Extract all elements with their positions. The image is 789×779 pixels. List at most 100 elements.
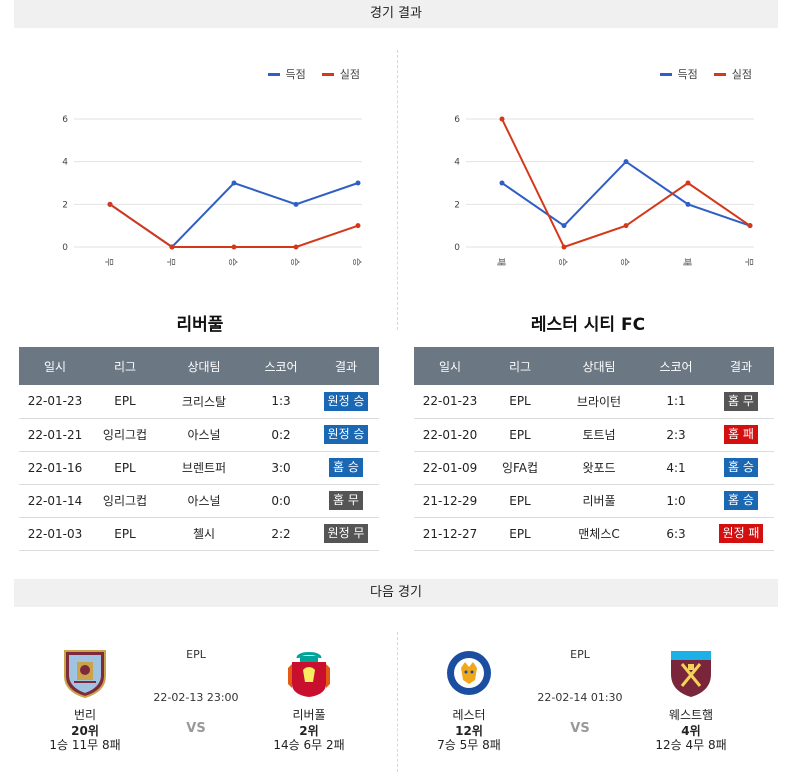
cell-score: 0:0 xyxy=(249,484,313,518)
right-line-chart: 0 2 4 6 패 승 승 패 무 xyxy=(454,115,754,266)
away-team-name: 웨스트햄 xyxy=(668,708,714,722)
legend-conceded: 실점 xyxy=(713,66,752,82)
table-row: 22-01-20 EPL 토트넘 2:3 홈 패 xyxy=(414,418,774,452)
left-chart-y-tick-label: 4 xyxy=(62,158,68,168)
home-team-record: 1승 11무 8패 xyxy=(49,738,121,752)
left-chart-y-tick-label: 6 xyxy=(62,115,68,125)
cell-opponent: 아스널 xyxy=(159,418,249,452)
cell-date: 21-12-27 xyxy=(414,517,486,551)
right-chart-scored-point xyxy=(561,223,567,229)
right-chart-panel: 득점 실점 0 2 4 6 패 승 승 패 무 xyxy=(406,50,776,290)
legend-scored-label: 득점 xyxy=(285,68,306,81)
cell-result: 원정 무 xyxy=(313,517,379,551)
table-row: 22-01-03 EPL 첼시 2:2 원정 무 xyxy=(19,517,379,551)
cell-score: 2:3 xyxy=(644,418,708,452)
result-badge: 홈 무 xyxy=(724,391,758,411)
left-chart-y-tick-label: 2 xyxy=(62,200,68,210)
home-team-name: 번리 xyxy=(73,708,97,722)
left-chart-x-tick-label: 승 xyxy=(227,258,238,266)
cell-result: 원정 승 xyxy=(313,385,379,419)
table-header-row: 일시 리그 상대팀 스코어 결과 xyxy=(414,347,774,385)
right-chart-conceded-point xyxy=(685,180,691,186)
col-opponent: 상대팀 xyxy=(159,347,249,385)
col-league: 리그 xyxy=(486,347,554,385)
vs-label: VS xyxy=(570,721,590,736)
legend-conceded: 실점 xyxy=(321,66,360,82)
cell-league: EPL xyxy=(91,385,159,419)
legend-scored-swatch xyxy=(267,72,280,76)
result-badge: 홈 승 xyxy=(329,458,363,477)
cell-opponent: 왓포드 xyxy=(554,451,644,485)
cell-league: 잉FA컵 xyxy=(486,451,554,485)
legend-conceded-label: 실점 xyxy=(339,68,360,81)
right-team-title: 레스터 시티 FC xyxy=(530,315,646,335)
col-result: 결과 xyxy=(708,347,774,385)
right-chart-x-tick-label: 승 xyxy=(619,258,630,266)
result-badge: 홈 무 xyxy=(329,491,363,510)
away-team-rank: 2위 xyxy=(299,724,319,738)
cell-opponent: 크리스탈 xyxy=(159,385,249,419)
chart-legend: 득점 실점 xyxy=(659,66,752,82)
legend-scored-swatch xyxy=(659,72,672,76)
right-chart-y-tick-label: 2 xyxy=(454,200,460,210)
cell-date: 21-12-29 xyxy=(414,484,486,518)
table-row: 21-12-29 EPL 리버풀 1:0 홈 승 xyxy=(414,484,774,518)
left-chart-x-tick-label: 승 xyxy=(289,258,300,266)
col-score: 스코어 xyxy=(644,347,708,385)
cell-result: 홈 패 xyxy=(708,418,774,452)
col-score: 스코어 xyxy=(249,347,313,385)
right-chart-x-tick-label: 무 xyxy=(743,258,754,266)
right-chart-x-tick-label: 패 xyxy=(681,258,692,266)
liverpool-crest-icon xyxy=(288,652,330,697)
match-datetime: 22-02-14 01:30 xyxy=(537,691,623,704)
table-row: 21-12-27 EPL 맨체스C 6:3 원정 패 xyxy=(414,517,774,551)
home-team-name: 레스터 xyxy=(452,708,486,722)
match-datetime: 22-02-13 23:00 xyxy=(153,691,239,704)
cell-date: 22-01-09 xyxy=(414,451,486,485)
cell-score: 0:2 xyxy=(249,418,313,452)
left-chart-panel: 득점 실점 0 2 4 6 무 무 승 승 승 xyxy=(14,50,384,290)
burnley-crest-icon xyxy=(64,650,106,698)
left-chart-scored-line xyxy=(109,181,359,249)
result-badge: 원정 승 xyxy=(323,391,369,411)
legend-conceded-swatch xyxy=(321,72,334,76)
cell-league: EPL xyxy=(486,385,554,419)
left-chart-scored-point xyxy=(231,180,237,186)
right-chart-conceded-point xyxy=(561,244,567,250)
cell-result: 홈 승 xyxy=(708,451,774,485)
cell-league: EPL xyxy=(486,484,554,518)
next-match-card[interactable]: 레스터 12위 7승 5무 8패 EPL 22-02-14 01:30 VS 웨… xyxy=(406,630,776,760)
next-match-card[interactable]: 번리 20위 1승 11무 8패 EPL 22-02-13 23:00 VS 리… xyxy=(14,630,384,760)
cell-opponent: 첼시 xyxy=(159,517,249,551)
col-league: 리그 xyxy=(91,347,159,385)
left-chart-x-tick-label: 무 xyxy=(103,258,114,266)
westham-crest-icon xyxy=(671,651,711,697)
left-chart-conceded-point xyxy=(231,244,237,250)
left-chart-x-tick-label: 승 xyxy=(351,258,362,266)
away-team-record: 12승 4무 8패 xyxy=(655,738,727,752)
leicester-crest-icon xyxy=(447,651,491,695)
left-team-title: 리버풀 xyxy=(176,315,224,335)
result-badge: 홈 승 xyxy=(724,491,758,510)
cell-result: 홈 무 xyxy=(708,385,774,419)
left-chart-x-tick-label: 무 xyxy=(165,258,176,266)
match-league: EPL xyxy=(186,648,206,661)
cell-league: EPL xyxy=(91,517,159,551)
legend-scored: 득점 xyxy=(267,66,306,82)
legend-conceded-label: 실점 xyxy=(731,68,752,81)
left-chart-scored-point xyxy=(355,180,361,186)
legend-scored: 득점 xyxy=(659,66,698,82)
home-team-rank: 12위 xyxy=(455,724,483,738)
away-team-name: 리버풀 xyxy=(292,708,326,722)
right-chart-conceded-point xyxy=(747,223,753,229)
right-chart-scored-point xyxy=(685,201,691,207)
cell-date: 22-01-23 xyxy=(19,385,91,419)
result-badge: 원정 패 xyxy=(718,524,764,543)
cell-league: 잉리그컵 xyxy=(91,418,159,452)
right-chart-scored-point xyxy=(499,180,505,186)
left-line-chart: 0 2 4 6 무 무 승 승 승 xyxy=(62,115,362,266)
result-badge: 홈 승 xyxy=(724,458,758,477)
home-team-record: 7승 5무 8패 xyxy=(437,738,501,752)
left-chart-conceded-point xyxy=(355,223,361,229)
